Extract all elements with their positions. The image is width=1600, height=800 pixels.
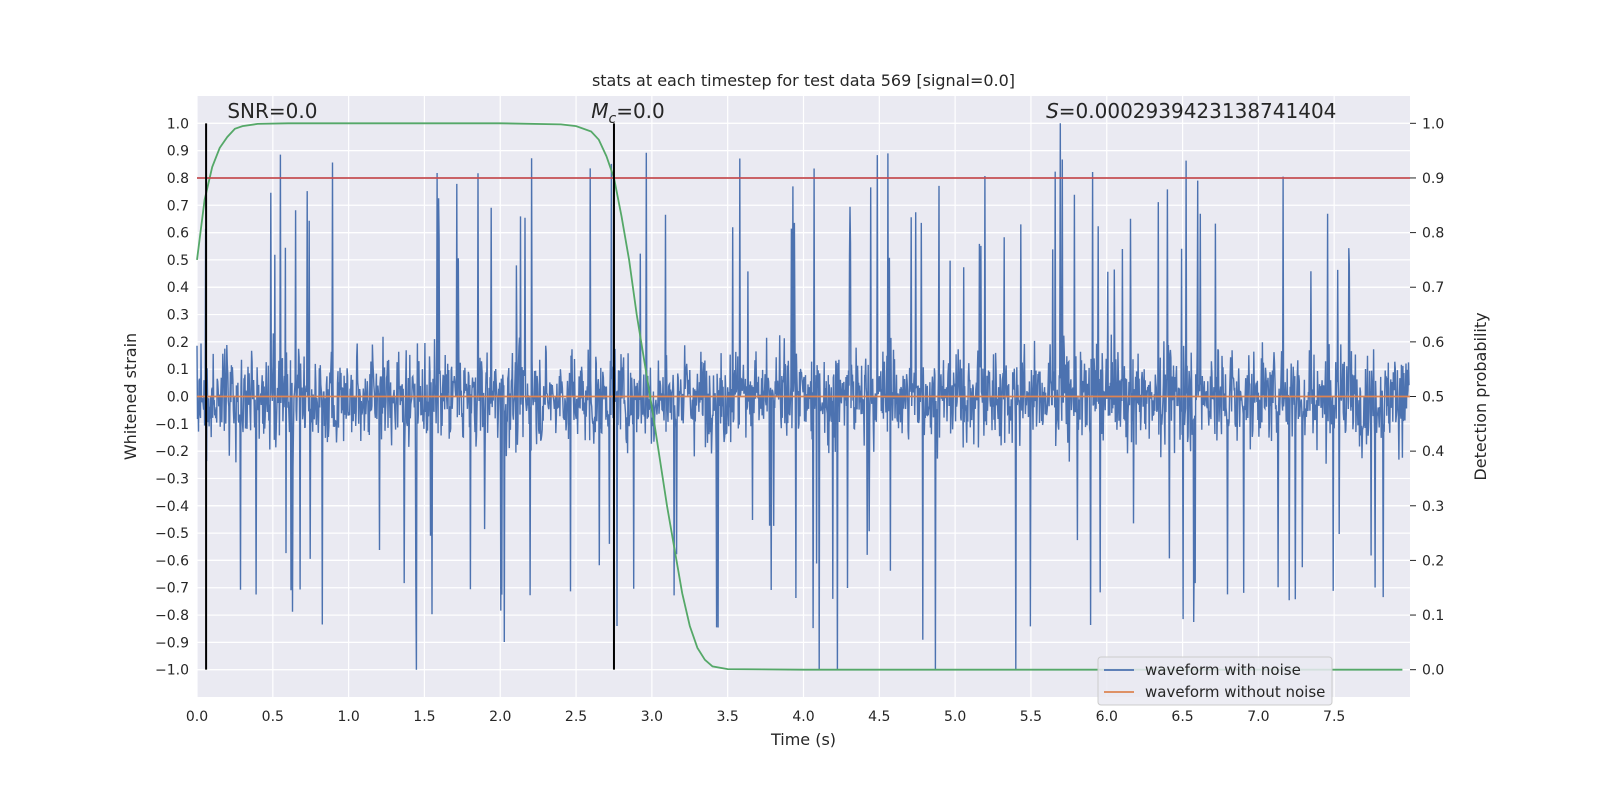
x-tick-label: 4.5 [868,709,890,725]
y-tick-label: −1.0 [155,663,189,679]
y-axis-label: Whitened strain [121,333,140,460]
y-tick-label: 0.1 [167,362,189,378]
x-tick-label: 1.5 [413,709,435,725]
y2-tick-label: 0.0 [1422,663,1444,679]
y-tick-label: 0.8 [167,171,189,187]
x-tick-label: 5.5 [1020,709,1042,725]
x-tick-label: 2.0 [489,709,511,725]
annotation-text: Mc=0.0 [591,99,665,127]
y-tick-label: −0.8 [155,608,189,624]
series-lines [196,122,1410,671]
x-axis-label: Time (s) [770,730,836,749]
y-tick-label: 0.2 [167,335,189,351]
x-tick-label: 7.5 [1323,709,1345,725]
legend-label: waveform with noise [1145,661,1301,679]
y2-tick-label: 0.9 [1422,171,1444,187]
annotations: SNR=0.0 Mc=0.0 S=0.0002939423138741404 [227,99,1336,127]
x-tick-label: 0.0 [186,709,208,725]
y-tick-label: −0.4 [155,499,189,515]
y-tick-label: 0.7 [167,198,189,214]
legend-label: waveform without noise [1145,683,1325,701]
x-tick-label: 5.0 [944,709,966,725]
y-tick-label: 0.9 [167,144,189,160]
y-tick-label: −0.5 [155,526,189,542]
y2-tick-label: 0.3 [1422,499,1444,515]
y2-tick-label: 0.5 [1422,390,1444,406]
y-tick-label: 0.0 [167,390,189,406]
x-tick-label: 6.0 [1096,709,1118,725]
y-tick-label: −0.7 [155,581,189,597]
waveform-with-noise-line [196,123,1410,670]
y-tick-label: 0.4 [167,280,189,296]
y-tick-label: 0.3 [167,308,189,324]
y2-tick-label: 1.0 [1422,116,1444,132]
y2-axis-label: Detection probability [1471,312,1490,480]
y2-tick-label: 0.8 [1422,226,1444,242]
x-tick-label: 3.5 [717,709,739,725]
y-tick-label: 0.6 [167,226,189,242]
x-tick-label: 6.5 [1171,709,1193,725]
x-tick-label: 0.5 [262,709,284,725]
legend-box [1097,656,1333,706]
y2-tick-label: 0.2 [1422,553,1444,569]
y2-tick-label: 0.7 [1422,280,1444,296]
x-tick-label: 3.0 [641,709,663,725]
annotation-text: S=0.0002939423138741404 [1046,99,1336,123]
axis-ticks: 0.0 0.5 1.0 1.5 2.0 2.5 3.0 3.5 4.0 4.5 5.0 5.5 6.0 6… [155,116,1444,725]
legend: waveform with noise waveform without nois… [1097,656,1333,706]
y2-tick-label: 0.1 [1422,608,1444,624]
x-tick-label: 1.0 [337,709,359,725]
x-tick-label: 7.0 [1247,709,1269,725]
y-tick-label: −0.6 [155,553,189,569]
y-tick-label: −0.3 [155,471,189,487]
y-tick-label: −0.1 [155,417,189,433]
y2-tick-label: 0.4 [1422,444,1444,460]
y-tick-label: 0.5 [167,253,189,269]
chart-title: stats at each timestep for test data 569… [592,71,1015,90]
annotation-text: SNR=0.0 [227,99,317,123]
y-tick-label: −0.9 [155,635,189,651]
x-tick-label: 2.5 [565,709,587,725]
y-tick-label: −0.2 [155,444,189,460]
y2-tick-label: 0.6 [1422,335,1444,351]
y-tick-label: 1.0 [167,116,189,132]
series-waveform-with-noise [196,123,1410,670]
x-tick-label: 4.0 [792,709,814,725]
